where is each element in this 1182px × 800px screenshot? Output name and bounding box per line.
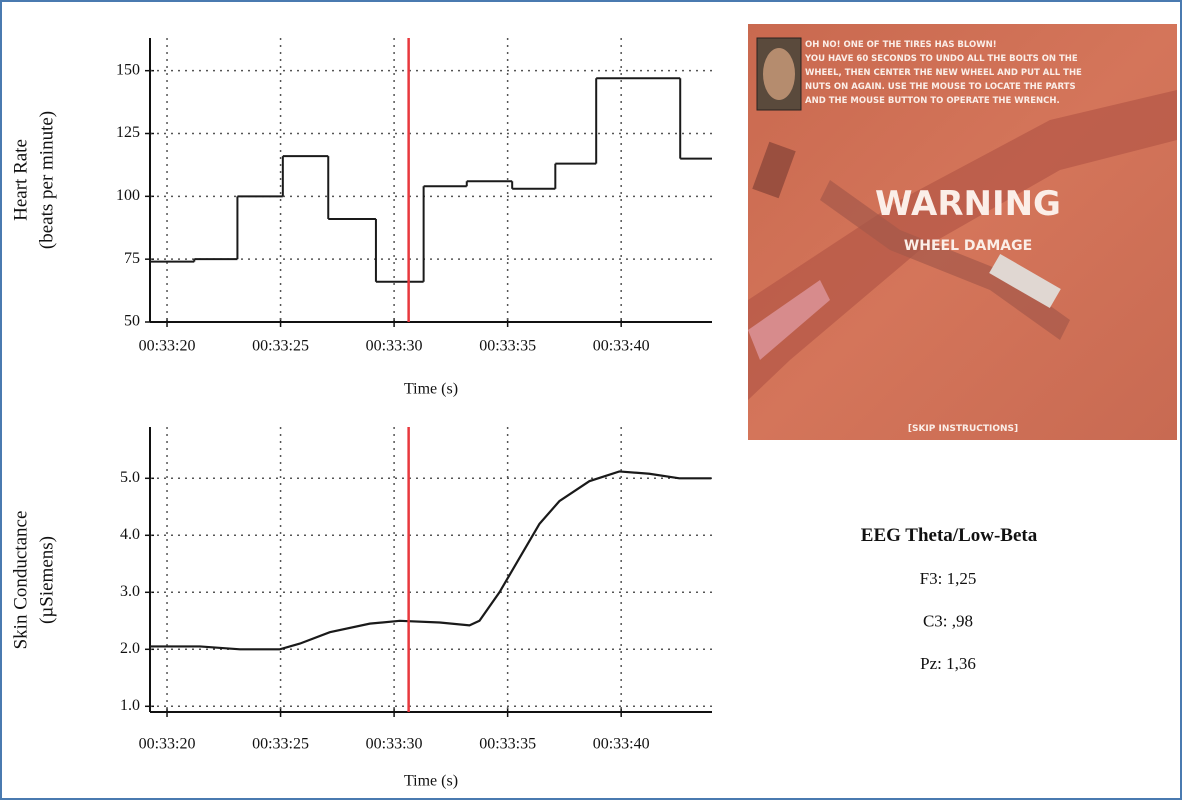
game-skip: [SKIP INSTRUCTIONS] [908, 424, 1018, 434]
x-axis-title: Time (s) [404, 773, 458, 790]
x-tick-label: 00:33:30 [366, 338, 423, 355]
y-tick-label: 50 [124, 313, 140, 330]
eeg-item: C3: ,98 [923, 612, 973, 631]
eeg-title: EEG Theta/Low-Beta [861, 525, 1038, 546]
game-background [748, 24, 1177, 440]
line [150, 470, 712, 651]
game-bank [748, 280, 830, 360]
game-message: YOU HAVE 60 SECONDS TO UNDO ALL THE BOLT… [804, 54, 1078, 64]
game-road [820, 180, 1070, 340]
y-tick-label: 5.0 [120, 469, 140, 486]
game-river [748, 90, 1177, 400]
game-message: AND THE MOUSE BUTTON TO OPERATE THE WREN… [805, 96, 1060, 106]
y-tick-label: 100 [116, 187, 140, 204]
x-tick-label: 00:33:25 [252, 736, 309, 753]
x-axis-title: Time (s) [404, 381, 458, 398]
game-message: WHEEL, THEN CENTER THE NEW WHEEL AND PUT… [805, 68, 1082, 78]
x-tick-label: 00:33:25 [252, 338, 309, 355]
x-tick-label: 00:33:40 [593, 338, 650, 355]
y-axis-title: Skin Conductance [10, 511, 31, 650]
x-tick-label: 00:33:35 [479, 736, 536, 753]
x-tick-label: 00:33:30 [366, 736, 423, 753]
y-tick-label: 3.0 [120, 583, 140, 600]
eeg-item: F3: 1,25 [920, 569, 977, 588]
game-subtitle: WHEEL DAMAGE [904, 238, 1032, 254]
y-axis-title: (µSiemens) [36, 536, 57, 624]
x-tick-label: 00:33:40 [593, 736, 650, 753]
game-warning: WARNING [875, 184, 1061, 224]
x-tick-label: 00:33:20 [139, 736, 196, 753]
game-screenshot [748, 24, 1177, 440]
y-tick-label: 4.0 [120, 526, 140, 543]
game-face-head [763, 48, 795, 100]
game-truck [989, 253, 1061, 309]
y-axis-title: (beats per minute) [36, 111, 57, 249]
y-tick-label: 125 [116, 124, 140, 141]
x-tick-label: 00:33:20 [139, 338, 196, 355]
game-message: OH NO! ONE OF THE TIRES HAS BLOWN! [805, 40, 997, 50]
y-tick-label: 75 [124, 250, 140, 267]
game-message: NUTS ON AGAIN. USE THE MOUSE TO LOCATE T… [805, 82, 1076, 92]
eeg-item: Pz: 1,36 [920, 654, 976, 673]
y-tick-label: 2.0 [120, 640, 140, 657]
y-axis-title: Heart Rate [10, 139, 31, 221]
y-tick-label: 1.0 [120, 697, 140, 714]
y-tick-label: 150 [116, 61, 140, 78]
x-tick-label: 00:33:35 [479, 338, 536, 355]
game-building [752, 141, 796, 199]
